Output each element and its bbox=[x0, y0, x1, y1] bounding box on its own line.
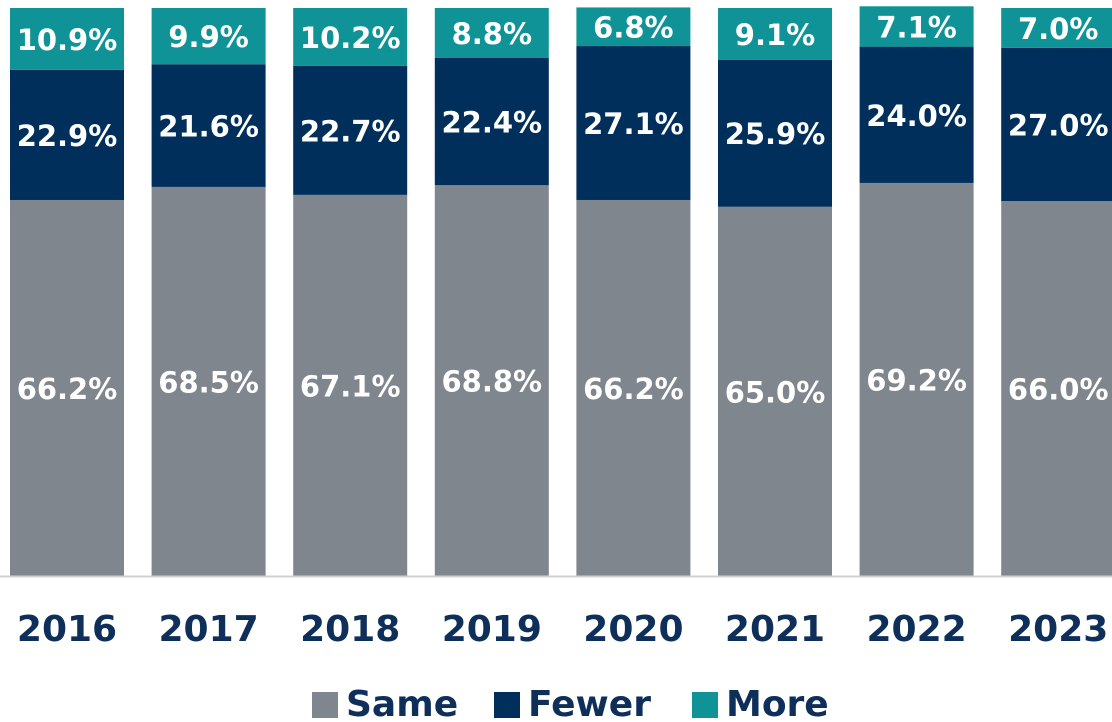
bar-segment bbox=[718, 206, 832, 577]
bar-segment bbox=[718, 8, 832, 60]
bar-segment bbox=[718, 59, 832, 207]
bar-segment bbox=[293, 65, 408, 195]
bar-segment bbox=[576, 46, 691, 200]
bar-segment bbox=[576, 199, 691, 576]
bar-segment bbox=[1001, 8, 1112, 48]
data-label: 67.1% bbox=[300, 369, 401, 403]
x-tick-label: 2021 bbox=[725, 609, 825, 650]
bar-segment bbox=[859, 46, 974, 183]
x-tick-label: 2016 bbox=[17, 609, 117, 650]
data-label: 9.9% bbox=[168, 20, 248, 54]
data-label: 10.2% bbox=[300, 21, 401, 55]
bar-segment bbox=[576, 7, 691, 47]
x-tick-label: 2017 bbox=[158, 609, 258, 650]
data-label: 68.5% bbox=[158, 365, 259, 399]
data-label: 66.2% bbox=[583, 372, 684, 406]
data-label: 25.9% bbox=[725, 117, 826, 151]
bar-segment bbox=[293, 194, 408, 576]
bar-segment bbox=[1001, 47, 1112, 202]
data-label: 65.0% bbox=[725, 375, 826, 409]
data-label: 22.9% bbox=[17, 119, 118, 153]
bar-segment bbox=[434, 57, 549, 186]
data-label: 27.0% bbox=[1008, 108, 1109, 142]
bar-segment bbox=[859, 6, 974, 47]
data-label: 10.9% bbox=[17, 23, 118, 57]
x-tick-label: 2018 bbox=[300, 609, 400, 650]
data-label: 68.8% bbox=[441, 365, 542, 399]
bar-segment bbox=[151, 64, 266, 187]
bar-segment bbox=[434, 185, 549, 576]
data-label: 27.1% bbox=[583, 107, 684, 141]
bar-segment bbox=[434, 8, 549, 58]
data-label: 7.0% bbox=[1018, 12, 1098, 46]
data-label: 7.1% bbox=[876, 10, 956, 44]
data-label: 66.2% bbox=[17, 372, 118, 406]
data-label: 6.8% bbox=[593, 11, 673, 45]
data-label: 9.1% bbox=[735, 18, 815, 52]
bar-segment bbox=[10, 69, 124, 200]
bar-segment bbox=[10, 8, 124, 70]
legend-swatch bbox=[692, 692, 718, 718]
data-label: 8.8% bbox=[452, 17, 532, 51]
data-label: 24.0% bbox=[866, 99, 967, 133]
legend-swatch bbox=[494, 692, 520, 718]
data-label: 66.0% bbox=[1008, 373, 1109, 407]
bar-segment bbox=[859, 182, 974, 576]
legend-label: More bbox=[726, 684, 829, 722]
legend-swatch bbox=[312, 692, 338, 718]
data-label: 69.2% bbox=[866, 363, 967, 397]
bar-segment bbox=[151, 186, 266, 577]
bar-segment bbox=[293, 8, 408, 66]
legend-label: Fewer bbox=[528, 684, 651, 722]
legend-label: Same bbox=[346, 684, 458, 722]
x-tick-label: 2023 bbox=[1008, 609, 1108, 650]
x-tick-label: 2020 bbox=[583, 609, 683, 650]
x-tick-label: 2019 bbox=[442, 609, 542, 650]
bar-segment bbox=[10, 199, 124, 576]
x-tick-label: 2022 bbox=[866, 609, 966, 650]
data-label: 22.7% bbox=[300, 114, 401, 148]
bar-segment bbox=[1001, 201, 1112, 576]
bar-segment bbox=[151, 8, 266, 65]
data-label: 21.6% bbox=[158, 110, 259, 144]
data-label: 22.4% bbox=[441, 106, 542, 140]
